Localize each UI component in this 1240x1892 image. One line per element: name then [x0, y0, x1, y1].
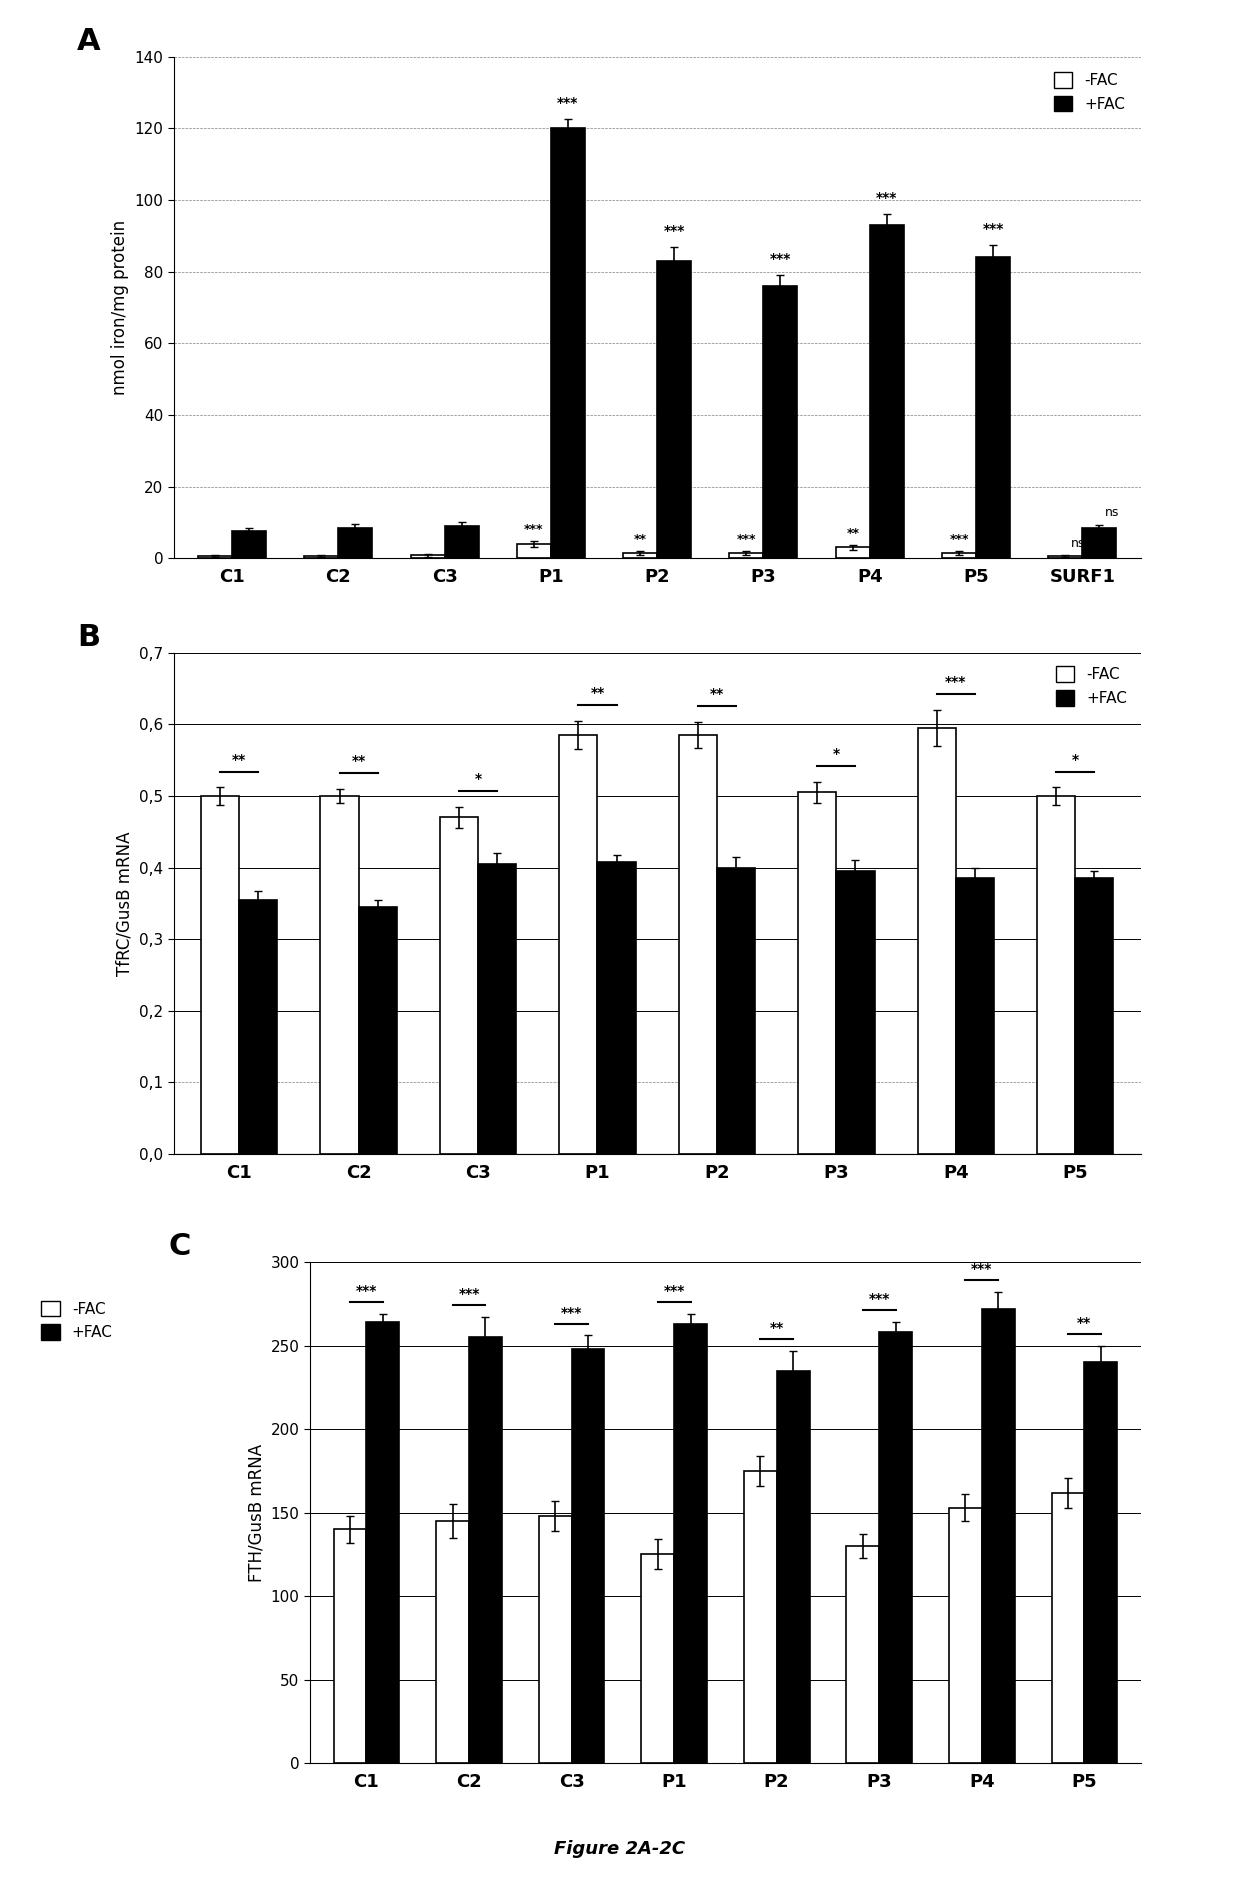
Text: ***: ***	[663, 223, 684, 238]
Text: **: **	[1078, 1315, 1091, 1330]
Bar	[657, 261, 691, 558]
Bar	[729, 552, 764, 558]
Bar	[744, 1470, 776, 1763]
Bar	[678, 736, 717, 1154]
Y-axis label: FTH/GusB mRNA: FTH/GusB mRNA	[247, 1444, 265, 1582]
Bar	[445, 526, 479, 558]
Bar	[764, 286, 797, 558]
Text: C: C	[169, 1232, 191, 1260]
Bar	[976, 257, 1011, 558]
Y-axis label: TfRC/GusB mRNA: TfRC/GusB mRNA	[115, 831, 134, 976]
Bar	[956, 878, 994, 1154]
Text: ***: ***	[950, 534, 968, 545]
Text: *: *	[475, 772, 481, 785]
Bar	[334, 1529, 366, 1763]
Bar	[339, 528, 372, 558]
Text: ***: ***	[770, 252, 791, 267]
Text: **: **	[770, 1321, 784, 1334]
Bar	[776, 1370, 810, 1763]
Text: **: **	[232, 753, 247, 766]
Text: **: **	[846, 526, 859, 539]
Text: ***: ***	[356, 1285, 377, 1298]
Bar	[320, 797, 358, 1154]
Bar	[1075, 878, 1114, 1154]
Bar	[1037, 797, 1075, 1154]
Bar	[479, 865, 516, 1154]
Legend: -FAC, +FAC: -FAC, +FAC	[35, 1294, 119, 1347]
Text: ns: ns	[1070, 537, 1085, 551]
Text: ***: ***	[868, 1292, 890, 1305]
Bar	[201, 797, 239, 1154]
Bar	[538, 1515, 572, 1763]
Bar	[440, 817, 479, 1154]
Bar	[469, 1338, 502, 1763]
Text: ***: ***	[525, 522, 543, 535]
Bar	[559, 736, 598, 1154]
Text: **: **	[634, 534, 647, 545]
Bar	[641, 1555, 675, 1763]
Bar	[1052, 1493, 1085, 1763]
Text: ***: ***	[982, 221, 1003, 236]
Bar	[836, 870, 874, 1154]
Bar	[847, 1546, 879, 1763]
Bar	[239, 901, 278, 1154]
Bar	[410, 554, 445, 558]
Bar	[717, 868, 755, 1154]
Bar	[799, 793, 836, 1154]
Text: ***: ***	[560, 1305, 583, 1319]
Bar	[949, 1508, 982, 1763]
Text: ***: ***	[459, 1287, 480, 1302]
Text: **: **	[352, 755, 366, 768]
Bar	[869, 225, 904, 558]
Text: ns: ns	[1105, 507, 1118, 520]
Text: ***: ***	[557, 96, 579, 110]
Text: **: **	[590, 687, 605, 700]
Bar	[517, 543, 551, 558]
Bar	[358, 906, 397, 1154]
Bar	[918, 728, 956, 1154]
Text: *: *	[1071, 753, 1079, 766]
Bar	[572, 1349, 604, 1763]
Text: ***: ***	[971, 1262, 992, 1277]
Bar	[675, 1324, 707, 1763]
Text: ***: ***	[737, 534, 756, 545]
Bar	[879, 1332, 913, 1763]
Bar	[551, 129, 585, 558]
Text: B: B	[77, 622, 100, 651]
Bar	[232, 532, 267, 558]
Text: *: *	[833, 747, 839, 761]
Text: **: **	[709, 687, 724, 702]
Text: ***: ***	[877, 191, 898, 206]
Text: ***: ***	[945, 675, 966, 689]
Bar	[366, 1323, 399, 1763]
Text: Figure 2A-2C: Figure 2A-2C	[554, 1841, 686, 1858]
Bar	[436, 1521, 469, 1763]
Bar	[836, 547, 869, 558]
Legend: -FAC, +FAC: -FAC, +FAC	[1047, 64, 1133, 119]
Bar	[982, 1309, 1014, 1763]
Text: A: A	[77, 26, 100, 55]
Bar	[624, 552, 657, 558]
Legend: -FAC, +FAC: -FAC, +FAC	[1049, 660, 1133, 711]
Bar	[1085, 1362, 1117, 1763]
Y-axis label: nmol iron/mg protein: nmol iron/mg protein	[110, 219, 129, 395]
Text: ***: ***	[663, 1285, 684, 1298]
Bar	[942, 552, 976, 558]
Bar	[1083, 528, 1116, 558]
Bar	[598, 863, 636, 1154]
